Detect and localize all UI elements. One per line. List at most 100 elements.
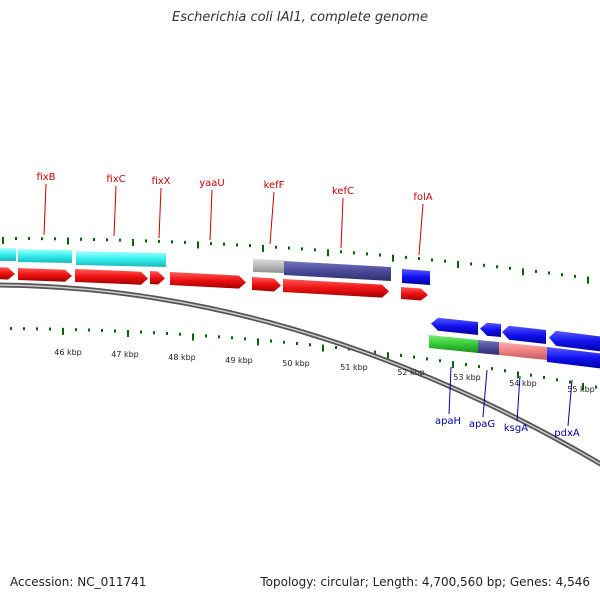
kbp-label: 54 kbp <box>509 379 537 388</box>
scale-tick <box>301 247 303 251</box>
gene-leader-line <box>340 197 344 249</box>
scale-tick <box>314 248 316 252</box>
gene-label-ksgA[interactable]: ksgA <box>504 423 528 434</box>
gene-reverse[interactable] <box>549 330 600 352</box>
gene-reverse[interactable] <box>502 325 546 344</box>
gene-reverse[interactable] <box>480 322 501 337</box>
gene-forward[interactable] <box>18 268 72 282</box>
gene-forward[interactable] <box>170 272 246 289</box>
scale-tick <box>353 251 355 255</box>
scale-tick <box>548 271 550 275</box>
kbp-label: 55 kbp <box>567 385 595 394</box>
scale-tick <box>205 334 207 338</box>
scale-tick <box>275 245 277 249</box>
scale-tick <box>426 357 428 361</box>
scale-tick <box>439 359 441 363</box>
scale-tick <box>387 352 389 360</box>
scale-tick <box>270 339 272 343</box>
scale-tick <box>127 330 129 338</box>
scale-tick <box>335 346 337 350</box>
scale-tick <box>244 337 246 341</box>
kbp-label: 47 kbp <box>111 350 139 359</box>
scale-tick <box>54 237 56 241</box>
gene-block[interactable] <box>253 259 284 273</box>
gene-leader-line <box>43 183 47 236</box>
gene-label-fixC[interactable]: fixC <box>106 174 125 185</box>
scale-tick <box>418 257 420 261</box>
gene-forward[interactable] <box>150 271 165 285</box>
gene-leader-line <box>516 375 521 422</box>
scale-tick <box>197 241 199 249</box>
scale-tick <box>366 252 368 256</box>
gene-label-apaH[interactable]: apaH <box>435 416 461 427</box>
gene-leader-line <box>158 187 162 239</box>
gene-leader-line <box>418 203 424 256</box>
scale-tick <box>262 244 264 252</box>
scale-tick <box>23 327 25 331</box>
gene-leader-line <box>482 369 488 418</box>
scale-tick <box>75 328 77 332</box>
gene-label-fixX[interactable]: fixX <box>151 176 170 187</box>
genome-backbone <box>0 282 600 467</box>
scale-tick <box>465 363 467 367</box>
kbp-label: 53 kbp <box>453 373 481 382</box>
scale-tick <box>158 239 160 243</box>
scale-tick <box>587 276 589 284</box>
scale-tick <box>561 273 563 277</box>
scale-tick <box>452 361 454 369</box>
gene-leader-line <box>269 191 275 245</box>
scale-tick <box>556 378 558 382</box>
gene-leader-line <box>209 189 213 241</box>
scale-tick <box>28 237 30 241</box>
gene-label-fixB[interactable]: fixB <box>36 172 55 183</box>
scale-tick <box>93 237 95 241</box>
scale-tick <box>218 335 220 339</box>
gene-label-folA[interactable]: folA <box>413 192 432 203</box>
gene-block[interactable] <box>547 347 600 369</box>
gene-label-apaG[interactable]: apaG <box>469 419 495 430</box>
scale-tick <box>2 237 4 245</box>
scale-tick <box>140 330 142 334</box>
scale-tick <box>470 262 472 266</box>
gene-label-kefF[interactable]: kefF <box>264 180 285 191</box>
gene-block[interactable] <box>76 251 166 267</box>
gene-block[interactable] <box>478 340 499 355</box>
scale-tick <box>223 242 225 246</box>
scale-tick <box>309 343 311 347</box>
gene-label-pdxA[interactable]: pdxA <box>554 428 580 439</box>
scale-tick <box>283 340 285 344</box>
scale-tick <box>517 371 519 379</box>
scale-tick <box>374 350 376 354</box>
gene-reverse[interactable] <box>431 317 478 335</box>
gene-label-kefC[interactable]: kefC <box>332 186 354 197</box>
scale-tick <box>153 331 155 335</box>
gene-label-yaaU[interactable]: yaaU <box>199 178 225 189</box>
gene-forward[interactable] <box>0 267 15 280</box>
gene-block[interactable] <box>284 261 391 281</box>
gene-block[interactable] <box>18 249 72 263</box>
scale-tick <box>296 341 298 345</box>
gene-block[interactable] <box>429 335 478 353</box>
scale-tick <box>522 268 524 276</box>
scale-tick <box>400 353 402 357</box>
gene-forward[interactable] <box>75 269 148 285</box>
scale-tick <box>49 327 51 331</box>
gene-forward[interactable] <box>283 279 389 298</box>
gene-block[interactable] <box>402 269 430 285</box>
scale-tick <box>80 237 82 241</box>
scale-tick <box>413 355 415 359</box>
gene-forward[interactable] <box>401 287 428 301</box>
genome-title: Escherichia coli IAI1, complete genome <box>172 10 428 25</box>
gene-block[interactable] <box>499 342 547 360</box>
scale-tick <box>210 242 212 246</box>
scale-tick <box>535 269 537 273</box>
scale-tick <box>491 367 493 371</box>
kbp-label: 48 kbp <box>168 353 196 362</box>
scale-tick <box>179 332 181 336</box>
scale-tick <box>543 375 545 379</box>
gene-forward[interactable] <box>252 277 281 292</box>
scale-tick <box>496 265 498 269</box>
gene-block[interactable] <box>0 248 16 261</box>
scale-tick <box>10 327 12 331</box>
scale-tick <box>340 250 342 254</box>
